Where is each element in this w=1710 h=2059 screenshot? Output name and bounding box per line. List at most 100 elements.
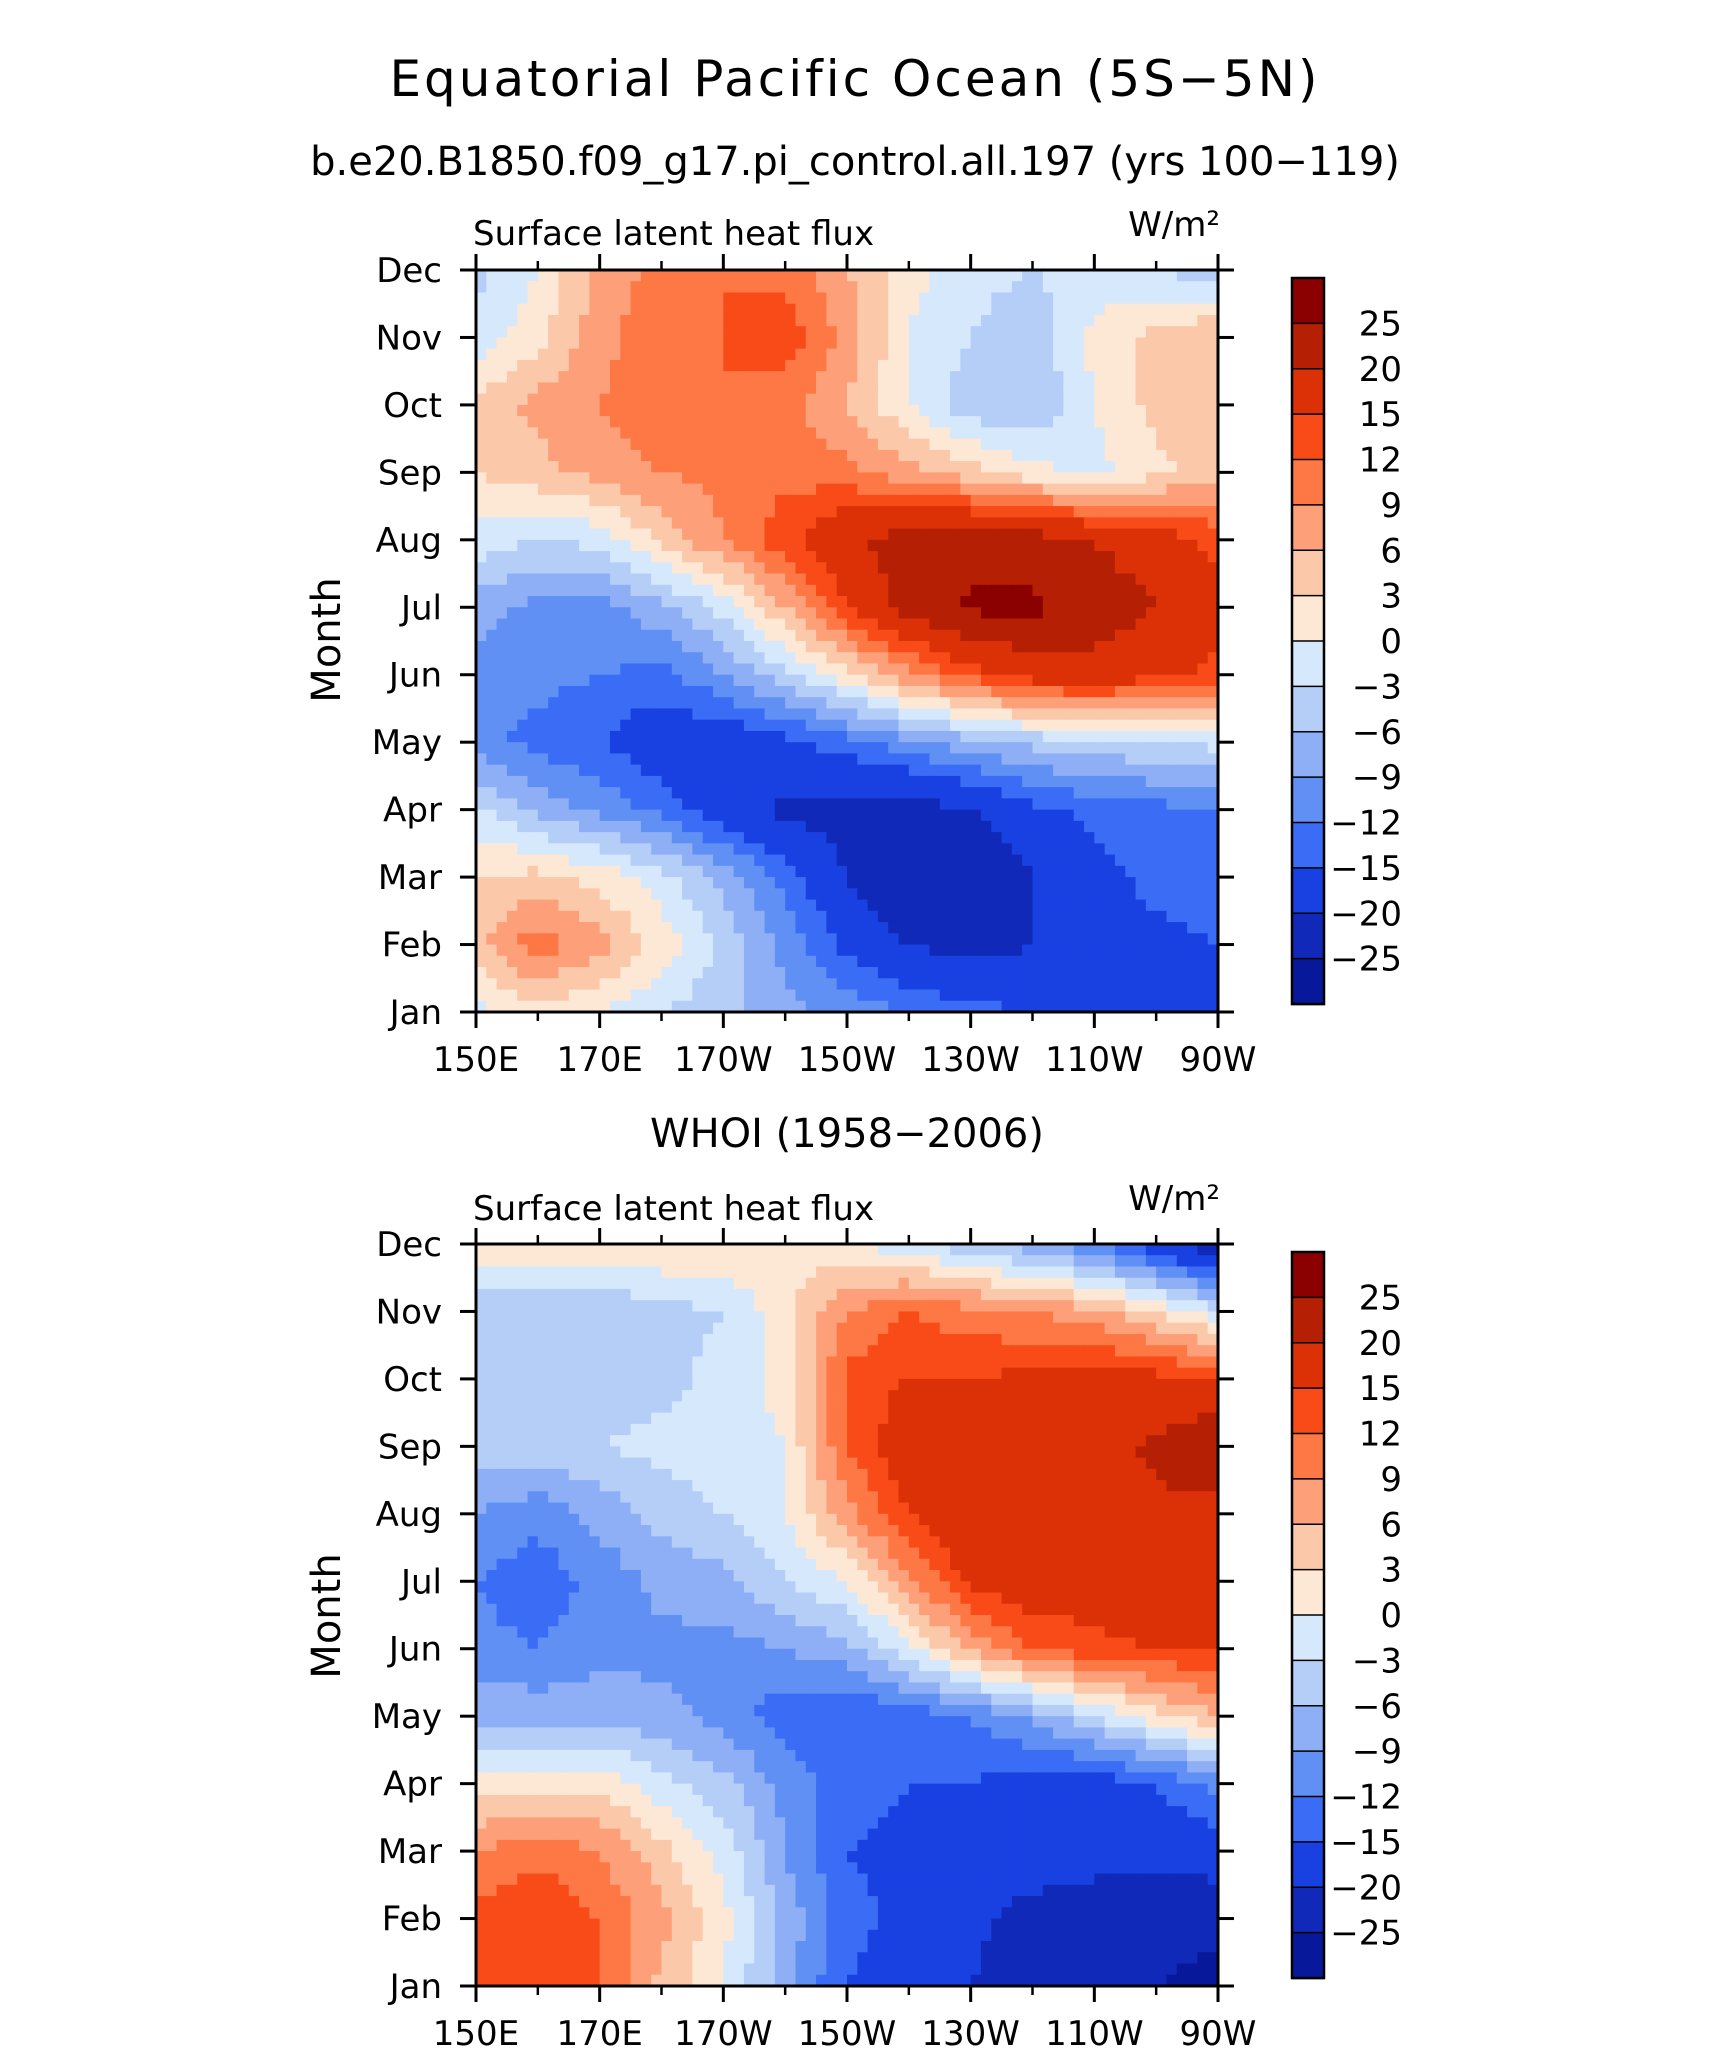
field-cell [1187, 449, 1198, 462]
field-cell [1156, 775, 1168, 788]
field-cell [1135, 348, 1147, 361]
field-cell [548, 449, 560, 462]
field-cell [599, 494, 611, 507]
field-cell [1176, 978, 1188, 991]
field-cell [1042, 652, 1054, 665]
field-cell [609, 697, 621, 710]
field-cell [692, 382, 704, 395]
field-cell [1011, 1000, 1023, 1013]
field-cell [558, 438, 570, 451]
field-cell [1135, 438, 1147, 451]
field-cell [1011, 461, 1023, 473]
field-cell [1001, 753, 1013, 766]
field-cell [599, 933, 611, 946]
field-cell [1207, 910, 1219, 923]
field-cell [486, 854, 498, 867]
field-cell [640, 697, 652, 710]
field-cell [671, 337, 683, 350]
field-cell [733, 292, 745, 305]
field-cell [805, 820, 817, 833]
field-cell [537, 506, 549, 518]
field-cell [960, 337, 972, 350]
field-cell [785, 416, 797, 428]
field-cell [785, 820, 797, 833]
field-cell [908, 652, 920, 665]
field-cell [1166, 562, 1178, 575]
field-cell [486, 697, 498, 710]
field-cell [939, 584, 951, 597]
field-cell [1011, 1244, 1023, 1256]
field-cell [795, 584, 807, 597]
field-cell [774, 1255, 786, 1268]
field-cell [1053, 641, 1065, 653]
field-cell [476, 449, 487, 462]
field-cell [867, 506, 879, 518]
field-cell [476, 877, 487, 889]
field-cell [1011, 551, 1023, 563]
field-cell [609, 303, 621, 316]
field-cell [1207, 438, 1219, 451]
field-cell [517, 742, 529, 755]
field-cell [1011, 1255, 1023, 1268]
field-cell [774, 438, 786, 451]
field-cell [960, 393, 972, 406]
field-cell [805, 989, 817, 1002]
field-cell [826, 303, 838, 316]
field-cell [558, 427, 570, 440]
field-cell [1032, 944, 1044, 957]
field-cell [877, 348, 889, 361]
field-cell [764, 775, 776, 788]
field-cell [661, 641, 673, 653]
field-cell [785, 854, 797, 867]
field-cell [774, 517, 786, 530]
field-cell [1166, 618, 1178, 631]
field-cell [692, 517, 704, 530]
field-cell [671, 910, 683, 923]
field-cell [919, 596, 931, 608]
field-cell [589, 303, 601, 316]
field-cell [1114, 674, 1126, 687]
field-cell [1073, 685, 1085, 698]
field-cell [1135, 584, 1147, 597]
field-cell [713, 899, 724, 912]
field-cell [816, 517, 827, 530]
field-cell [1053, 730, 1065, 743]
field-cell [723, 967, 735, 979]
field-cell [1022, 427, 1034, 440]
field-cell [785, 461, 797, 473]
field-cell [1042, 753, 1054, 766]
field-cell [1156, 303, 1168, 316]
field-cell [1053, 809, 1065, 822]
field-cell [795, 551, 807, 563]
field-cell [486, 652, 498, 665]
field-cell [908, 337, 920, 350]
field-cell [836, 494, 848, 507]
field-cell [1207, 1000, 1219, 1013]
field-cell [476, 629, 487, 642]
field-cell [970, 899, 982, 912]
field-cell [1104, 787, 1116, 799]
field-cell [795, 933, 807, 946]
field-cell [486, 584, 498, 597]
field-cell [589, 832, 601, 844]
field-cell [805, 910, 817, 923]
field-cell [609, 404, 621, 417]
field-cell [888, 809, 900, 822]
field-cell [826, 865, 838, 878]
field-cell [1011, 775, 1023, 788]
field-cell [476, 1244, 487, 1256]
field-cell [1166, 753, 1178, 766]
field-cell [682, 1255, 694, 1268]
field-cell [486, 539, 498, 552]
field-cell [1001, 854, 1013, 867]
field-cell [888, 539, 900, 552]
field-cell [1125, 719, 1137, 732]
field-cell [1166, 899, 1178, 912]
field-cell [1001, 730, 1013, 743]
field-cell [713, 326, 724, 339]
field-cell [1176, 517, 1188, 530]
field-cell [970, 1000, 982, 1013]
field-cell [713, 933, 724, 946]
field-cell [908, 359, 920, 372]
field-cell [661, 652, 673, 665]
